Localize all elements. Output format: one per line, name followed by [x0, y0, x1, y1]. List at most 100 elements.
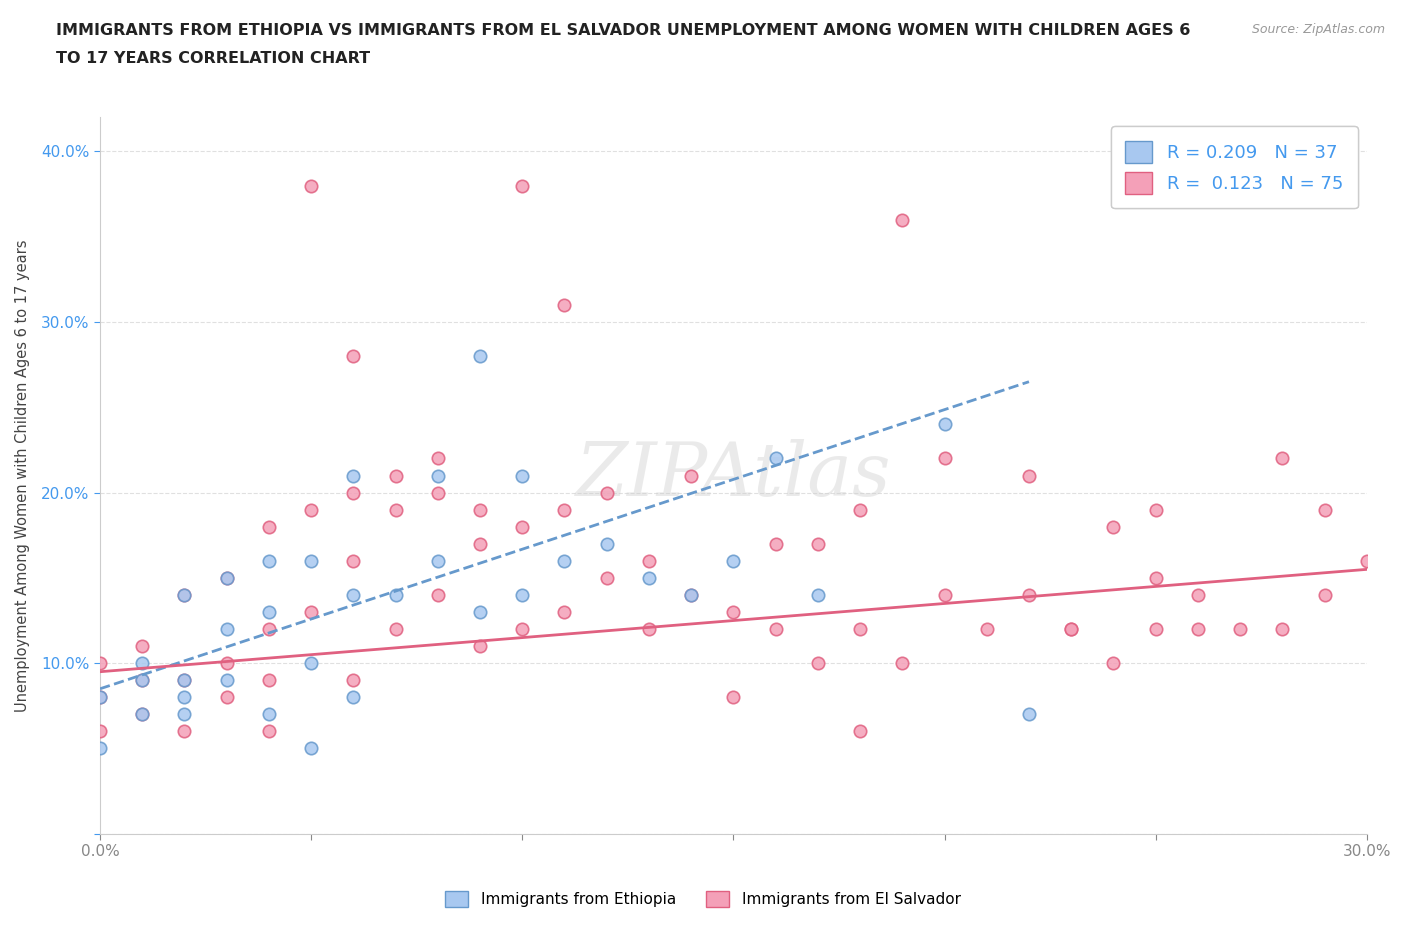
Point: [89, 690, 111, 705]
Point: [934, 588, 956, 603]
Point: [596, 570, 619, 585]
Point: [215, 656, 238, 671]
Point: [173, 707, 195, 722]
Point: [468, 639, 491, 654]
Point: [299, 741, 322, 756]
Point: [131, 656, 153, 671]
Point: [299, 502, 322, 517]
Point: [299, 553, 322, 568]
Legend: Immigrants from Ethiopia, Immigrants from El Salvador: Immigrants from Ethiopia, Immigrants fro…: [439, 884, 967, 913]
Text: Source: ZipAtlas.com: Source: ZipAtlas.com: [1251, 23, 1385, 36]
Point: [131, 672, 153, 687]
Point: [553, 502, 575, 517]
Point: [384, 588, 406, 603]
Point: [1144, 621, 1167, 636]
Point: [510, 588, 533, 603]
Point: [257, 672, 280, 687]
Point: [299, 656, 322, 671]
Point: [342, 349, 364, 364]
Point: [342, 485, 364, 500]
Point: [173, 672, 195, 687]
Point: [1018, 588, 1040, 603]
Point: [891, 656, 914, 671]
Point: [510, 621, 533, 636]
Point: [681, 588, 703, 603]
Point: [1018, 468, 1040, 483]
Point: [342, 588, 364, 603]
Point: [681, 468, 703, 483]
Point: [173, 588, 195, 603]
Text: ZIPAtlas: ZIPAtlas: [575, 439, 891, 512]
Point: [934, 417, 956, 432]
Text: IMMIGRANTS FROM ETHIOPIA VS IMMIGRANTS FROM EL SALVADOR UNEMPLOYMENT AMONG WOMEN: IMMIGRANTS FROM ETHIOPIA VS IMMIGRANTS F…: [56, 23, 1191, 38]
Point: [1018, 707, 1040, 722]
Text: TO 17 YEARS CORRELATION CHART: TO 17 YEARS CORRELATION CHART: [56, 51, 370, 66]
Point: [638, 553, 661, 568]
Point: [299, 179, 322, 193]
Point: [553, 604, 575, 619]
Point: [384, 621, 406, 636]
Point: [342, 690, 364, 705]
Point: [849, 621, 872, 636]
Point: [1187, 621, 1209, 636]
Point: [173, 690, 195, 705]
Point: [1355, 553, 1378, 568]
Point: [342, 553, 364, 568]
Point: [1144, 570, 1167, 585]
Point: [342, 672, 364, 687]
Point: [257, 724, 280, 738]
Point: [849, 502, 872, 517]
Point: [765, 537, 787, 551]
Point: [426, 485, 449, 500]
Point: [934, 451, 956, 466]
Point: [257, 604, 280, 619]
Y-axis label: Unemployment Among Women with Children Ages 6 to 17 years: Unemployment Among Women with Children A…: [15, 239, 30, 711]
Point: [891, 212, 914, 227]
Point: [1271, 451, 1294, 466]
Point: [723, 690, 745, 705]
Point: [681, 588, 703, 603]
Point: [173, 588, 195, 603]
Point: [257, 707, 280, 722]
Point: [384, 468, 406, 483]
Point: [131, 707, 153, 722]
Point: [173, 672, 195, 687]
Point: [131, 707, 153, 722]
Point: [723, 604, 745, 619]
Point: [257, 519, 280, 534]
Point: [1060, 621, 1083, 636]
Point: [553, 298, 575, 312]
Point: [426, 468, 449, 483]
Point: [215, 570, 238, 585]
Point: [765, 621, 787, 636]
Point: [1313, 588, 1336, 603]
Point: [89, 690, 111, 705]
Point: [384, 502, 406, 517]
Point: [638, 621, 661, 636]
Point: [468, 604, 491, 619]
Point: [1144, 502, 1167, 517]
Point: [89, 741, 111, 756]
Point: [426, 588, 449, 603]
Point: [1102, 656, 1125, 671]
Point: [638, 570, 661, 585]
Point: [1060, 621, 1083, 636]
Point: [807, 537, 830, 551]
Point: [807, 656, 830, 671]
Point: [131, 639, 153, 654]
Point: [131, 672, 153, 687]
Point: [89, 656, 111, 671]
Point: [468, 349, 491, 364]
Point: [215, 690, 238, 705]
Point: [765, 451, 787, 466]
Point: [510, 179, 533, 193]
Point: [215, 621, 238, 636]
Point: [976, 621, 998, 636]
Point: [1313, 502, 1336, 517]
Point: [1229, 621, 1251, 636]
Point: [468, 502, 491, 517]
Point: [723, 553, 745, 568]
Point: [299, 604, 322, 619]
Point: [89, 724, 111, 738]
Point: [1271, 621, 1294, 636]
